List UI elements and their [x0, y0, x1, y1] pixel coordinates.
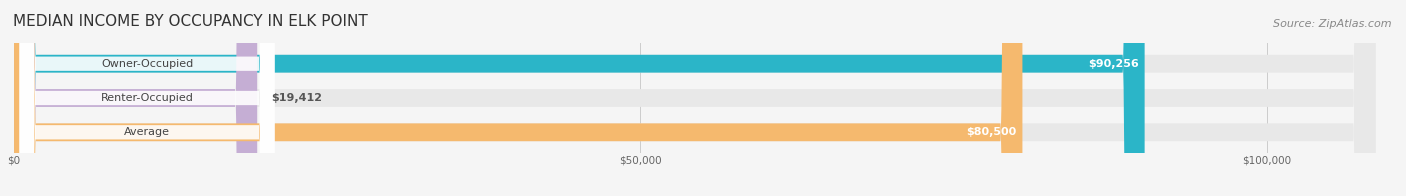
Text: $90,256: $90,256	[1088, 59, 1139, 69]
Text: $80,500: $80,500	[967, 127, 1017, 137]
FancyBboxPatch shape	[20, 0, 274, 196]
FancyBboxPatch shape	[14, 0, 257, 196]
Text: Average: Average	[124, 127, 170, 137]
FancyBboxPatch shape	[20, 0, 274, 196]
Text: Source: ZipAtlas.com: Source: ZipAtlas.com	[1274, 19, 1392, 29]
Text: Renter-Occupied: Renter-Occupied	[101, 93, 194, 103]
FancyBboxPatch shape	[14, 0, 1144, 196]
FancyBboxPatch shape	[14, 0, 1022, 196]
FancyBboxPatch shape	[14, 0, 1375, 196]
Text: MEDIAN INCOME BY OCCUPANCY IN ELK POINT: MEDIAN INCOME BY OCCUPANCY IN ELK POINT	[13, 14, 367, 29]
FancyBboxPatch shape	[14, 0, 1375, 196]
FancyBboxPatch shape	[20, 0, 274, 196]
Text: $19,412: $19,412	[271, 93, 322, 103]
FancyBboxPatch shape	[14, 0, 1375, 196]
Text: Owner-Occupied: Owner-Occupied	[101, 59, 193, 69]
